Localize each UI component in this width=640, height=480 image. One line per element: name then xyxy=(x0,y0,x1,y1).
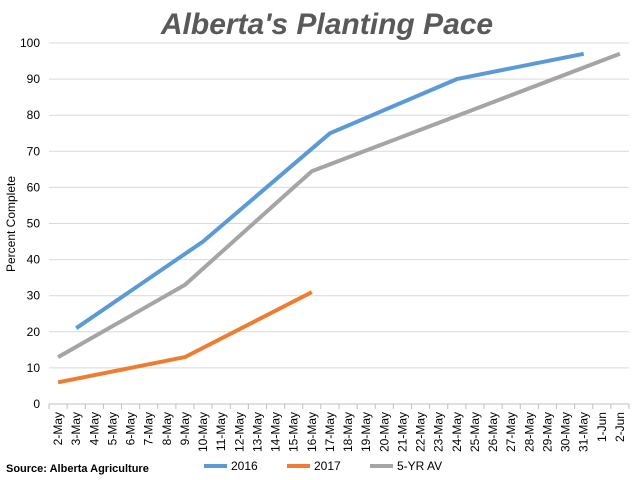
x-tick-label: 23-May xyxy=(432,412,446,452)
y-axis-ticks: 0 10 20 30 40 50 60 70 80 90 100 xyxy=(20,36,40,411)
x-tick-label: 14-May xyxy=(269,412,283,452)
y-tick-label: 20 xyxy=(27,325,41,339)
x-tick-label: 6-May xyxy=(124,412,138,445)
x-tick-label: 27-May xyxy=(504,412,518,452)
series-line-2017 xyxy=(57,290,313,385)
legend-label: 5-YR AV xyxy=(397,459,442,473)
x-tick-label: 19-May xyxy=(359,412,373,452)
x-tick-label: 2-May xyxy=(51,412,65,445)
y-tick-label: 30 xyxy=(27,289,41,303)
series-line-2016 xyxy=(75,51,585,330)
y-tick-label: 10 xyxy=(27,361,41,375)
y-axis-label: Percent Complete xyxy=(4,176,18,272)
x-tick-label: 16-May xyxy=(305,412,319,452)
x-axis xyxy=(48,403,630,409)
x-tick-label: 18-May xyxy=(341,412,355,452)
gridlines xyxy=(49,42,629,369)
x-axis-ticks: 2-May 3-May 4-May 5-May 6-May 7-May 8-May 9-May… xyxy=(51,412,627,452)
series-line-5-yr-av xyxy=(57,51,621,359)
y-tick-label: 90 xyxy=(27,72,41,86)
x-tick-label: 25-May xyxy=(468,412,482,452)
series-lines xyxy=(57,51,621,385)
x-tick-label: 20-May xyxy=(377,412,391,452)
x-tick-label: 4-May xyxy=(87,412,101,445)
x-tick-label: 24-May xyxy=(450,412,464,452)
y-tick-label: 100 xyxy=(20,36,40,50)
x-tick-label: 28-May xyxy=(522,412,536,452)
x-tick-label: 12-May xyxy=(232,412,246,452)
x-tick-label: 15-May xyxy=(287,412,301,452)
x-tick-label: 30-May xyxy=(559,412,573,452)
y-tick-label: 80 xyxy=(27,108,41,122)
x-tick-label: 8-May xyxy=(160,412,174,445)
x-tick-label: 1-Jun xyxy=(595,412,609,442)
y-tick-label: 40 xyxy=(27,253,41,267)
x-tick-label: 10-May xyxy=(196,412,210,452)
x-tick-label: 5-May xyxy=(105,412,119,445)
y-tick-label: 50 xyxy=(27,217,41,231)
legend-label: 2016 xyxy=(231,459,258,473)
source-note: Source: Alberta Agriculture xyxy=(6,463,149,475)
legend-label: 2017 xyxy=(314,459,341,473)
x-tick-label: 2-Jun xyxy=(613,412,627,442)
x-tick-label: 11-May xyxy=(214,412,228,451)
x-tick-label: 29-May xyxy=(540,412,554,452)
y-tick-label: 0 xyxy=(33,397,40,411)
x-tick-label: 26-May xyxy=(486,412,500,452)
x-tick-label: 9-May xyxy=(178,412,192,445)
y-tick-label: 60 xyxy=(27,180,41,194)
y-tick-label: 70 xyxy=(27,144,41,158)
x-tick-label: 22-May xyxy=(414,412,428,452)
x-tick-label: 17-May xyxy=(323,412,337,452)
chart-title: Alberta's Planting Pace xyxy=(160,8,493,41)
x-tick-label: 13-May xyxy=(250,412,264,452)
x-tick-label: 7-May xyxy=(142,412,156,445)
x-tick-label: 31-May xyxy=(577,412,591,452)
legend: 2016 2017 5-YR AV xyxy=(204,459,442,473)
x-tick-label: 3-May xyxy=(69,412,83,445)
x-tick-label: 21-May xyxy=(395,412,409,452)
